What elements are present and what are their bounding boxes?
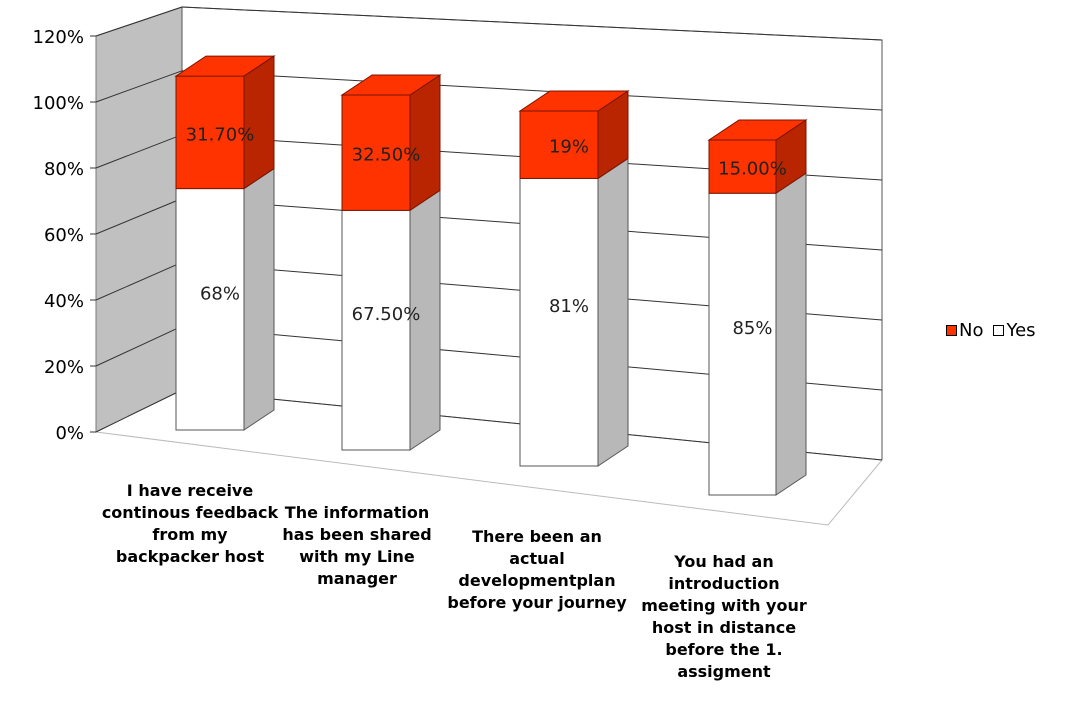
legend-item-no: No xyxy=(946,320,983,341)
y-tick-label: 60% xyxy=(44,225,84,246)
data-label-yes: 67.50% xyxy=(352,304,421,325)
bar-no-side xyxy=(410,75,440,210)
legend-swatch-no xyxy=(946,325,957,336)
data-label-no: 32.50% xyxy=(352,145,421,166)
bar-yes xyxy=(520,178,598,466)
legend-label-no: No xyxy=(959,320,983,341)
y-axis-ticks: 0% 20% 40% 60% 80% 100% 120% xyxy=(33,27,84,444)
data-label-yes: 68% xyxy=(200,283,240,304)
legend-item-yes: Yes xyxy=(993,320,1035,341)
category-label: I have receive continous feedback from m… xyxy=(100,480,280,568)
bar-no-side xyxy=(244,56,274,189)
y-tick-label: 120% xyxy=(33,27,84,48)
data-label-no: 31.70% xyxy=(186,124,255,145)
bar-yes-side xyxy=(598,158,628,466)
bar-yes xyxy=(342,210,410,450)
legend-swatch-yes xyxy=(993,325,1004,336)
data-label-yes: 85% xyxy=(732,318,772,339)
category-label: You had an introduction meeting with you… xyxy=(634,551,814,683)
bar-yes xyxy=(176,189,244,430)
data-label-yes: 81% xyxy=(549,296,589,317)
bar-yes-side xyxy=(776,173,806,495)
category-label: There been an actual developmentplan bef… xyxy=(447,526,627,614)
data-label-no: 15.00% xyxy=(718,159,787,180)
left-wall xyxy=(96,7,182,432)
data-label-no: 19% xyxy=(549,137,589,158)
category-label: The information has been shared with my … xyxy=(267,502,447,590)
y-tick-label: 40% xyxy=(44,291,84,312)
y-tick-label: 0% xyxy=(55,423,84,444)
legend: No Yes xyxy=(946,320,1042,341)
bar-yes xyxy=(709,193,776,495)
bar-yes-side xyxy=(244,169,274,430)
y-tick-label: 100% xyxy=(33,93,84,114)
y-tick-label: 80% xyxy=(44,159,84,180)
legend-label-yes: Yes xyxy=(1006,320,1035,341)
y-tick-label: 20% xyxy=(44,357,84,378)
